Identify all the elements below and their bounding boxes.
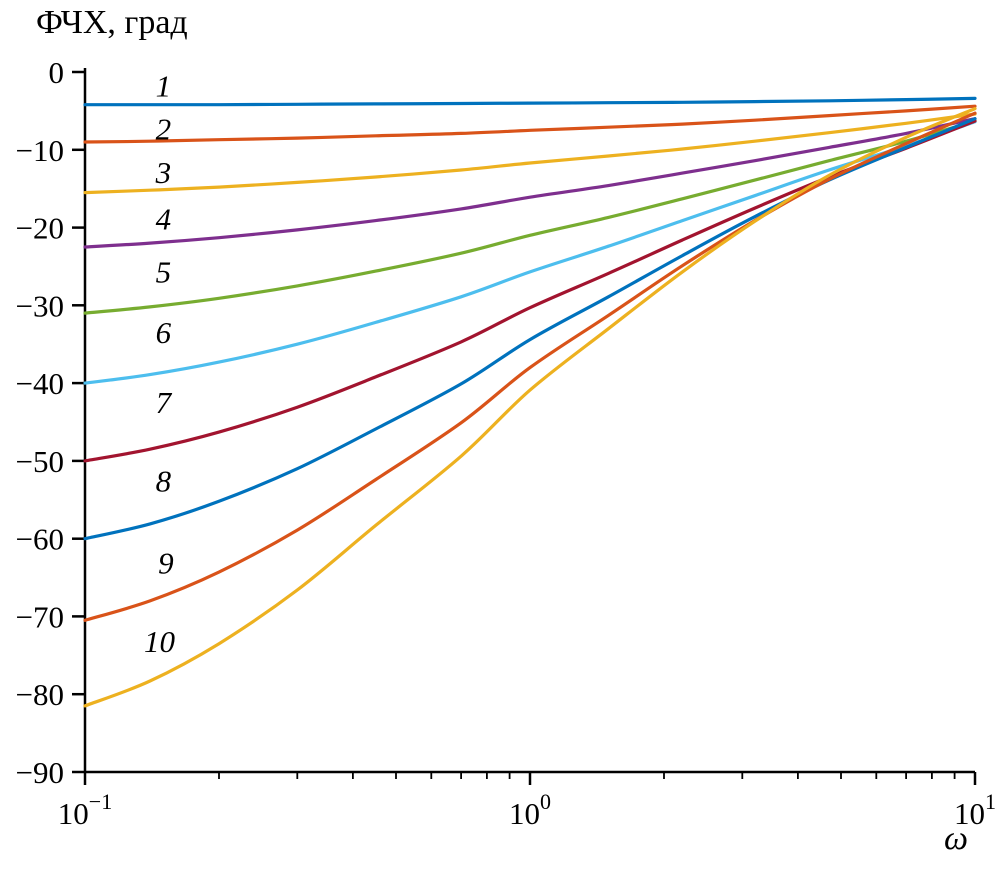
curve-label-5: 5 <box>156 254 172 289</box>
x-axis-label: ω <box>944 820 969 857</box>
curve-8 <box>83 117 977 541</box>
curve-label-6: 6 <box>156 315 172 350</box>
y-tick-label: 0 <box>49 55 65 90</box>
curve-label-9: 9 <box>158 545 174 580</box>
curve-2 <box>83 104 977 144</box>
curve-5 <box>83 119 977 315</box>
x-tick-label: 100 <box>509 789 551 831</box>
chart-title: ФЧХ, град <box>36 4 188 41</box>
y-tick-label: −70 <box>16 599 64 634</box>
y-tick-label: −60 <box>16 522 64 557</box>
y-tick-label: −50 <box>16 444 64 479</box>
curve-label-7: 7 <box>156 385 173 420</box>
y-tick-label: −80 <box>16 677 64 712</box>
y-tick-label: −20 <box>16 211 64 246</box>
curve-10 <box>83 107 977 708</box>
curve-9 <box>83 111 977 622</box>
y-tick-label: −30 <box>16 288 64 323</box>
y-tick-label: −90 <box>16 755 64 790</box>
x-tick-label: 101 <box>954 789 995 831</box>
curve-label-10: 10 <box>144 624 176 659</box>
curve-3 <box>83 112 977 195</box>
curve-label-8: 8 <box>156 464 172 499</box>
curve-label-1: 1 <box>156 69 172 104</box>
curve-label-3: 3 <box>155 155 172 190</box>
curve-1 <box>83 96 977 107</box>
y-tick-label: −10 <box>16 133 64 168</box>
curve-label-4: 4 <box>156 202 172 237</box>
curve-4 <box>83 117 977 249</box>
curve-6 <box>83 120 977 385</box>
x-tick-label: 10−1 <box>58 789 112 831</box>
curve-label-2: 2 <box>156 111 172 146</box>
y-tick-label: −40 <box>16 366 64 401</box>
